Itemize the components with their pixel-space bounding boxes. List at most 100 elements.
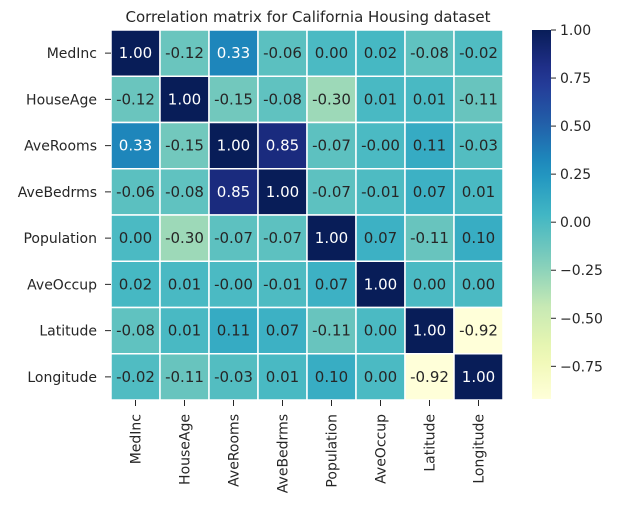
column-label: Longitude (472, 414, 488, 484)
colorbar-ticks: 1.00 0.75 0.50 0.25 0.00 −0.25 −0.50 −0.75 (551, 23, 603, 375)
heatmap-cell (306, 121, 357, 170)
cell-value-label: -0.11 (312, 322, 351, 340)
cell-value-label: -0.12 (165, 44, 204, 62)
colorbar-tick-label: 0.75 (560, 71, 591, 87)
cell-value-label: 0.00 (119, 229, 152, 247)
heatmap-cell (355, 75, 406, 124)
heatmap-cell (306, 260, 357, 309)
cell-value-label: 0.11 (217, 322, 250, 340)
row-label: Population (23, 231, 97, 247)
column-label: MedInc (129, 414, 145, 464)
colorbar-tick-label: 0.25 (560, 167, 591, 183)
heatmap-cell (355, 306, 406, 355)
cell-value-label: -0.08 (410, 44, 449, 62)
heatmap-cell (159, 260, 210, 309)
cell-value-label: -0.06 (263, 44, 302, 62)
cell-value-label: -0.06 (116, 183, 155, 201)
heatmap-cell (453, 353, 504, 401)
cell-value-label: 1.00 (168, 90, 201, 108)
cell-value-label: -0.30 (165, 229, 204, 247)
heatmap-cell (453, 121, 504, 170)
cell-value-label: 0.85 (266, 137, 299, 155)
row-label: MedInc (47, 46, 97, 62)
cell-value-label: -0.01 (263, 275, 302, 293)
cell-value-label: 1.00 (315, 229, 348, 247)
heatmap-cell (355, 121, 406, 170)
cell-value-label: -0.08 (165, 183, 204, 201)
heatmap-cell (208, 168, 259, 216)
column-label: AveOccup (374, 414, 390, 484)
column-label: Population (325, 414, 341, 488)
heatmap-cell (453, 306, 504, 355)
cell-value-label: 0.00 (315, 44, 348, 62)
cell-value-label: 1.00 (413, 322, 446, 340)
heatmap-cell (306, 306, 357, 355)
cell-value-label: -0.02 (116, 368, 155, 386)
cell-value-label: -0.00 (214, 275, 253, 293)
cell-value-label: -0.02 (459, 44, 498, 62)
column-label: AveBedrms (276, 414, 292, 493)
cell-value-label: -0.08 (263, 90, 302, 108)
colorbar-tick-label: −0.75 (560, 359, 603, 375)
heatmap-cell (355, 29, 406, 77)
colorbar-tick-label: 1.00 (560, 23, 591, 39)
cell-value-label: 0.01 (364, 90, 397, 108)
cell-value-label: 0.01 (168, 275, 201, 293)
colorbar (532, 30, 551, 399)
row-label: Latitude (39, 324, 97, 340)
cell-value-label: -0.08 (116, 322, 155, 340)
row-label: HouseAge (26, 92, 97, 108)
colorbar-tick-label: −0.25 (560, 263, 603, 279)
heatmap-cell (110, 306, 161, 355)
cell-value-label: 0.01 (462, 183, 495, 201)
cell-value-label: 0.10 (315, 368, 348, 386)
heatmap-cell (453, 260, 504, 309)
heatmap-cell (208, 121, 259, 170)
cell-value-label: 0.01 (413, 90, 446, 108)
cell-value-label: -0.92 (459, 322, 498, 340)
cell-value-label: -0.11 (459, 90, 498, 108)
heatmap-cell (306, 168, 357, 216)
heatmap-cells: 1.00 -0.12 0.33 -0.06 0.00 0.02 -0.08 -0.02 -0.1… (110, 29, 504, 401)
cell-value-label: -0.92 (410, 368, 449, 386)
cell-value-label: 0.33 (217, 44, 250, 62)
cell-value-label: 0.02 (119, 275, 152, 293)
column-label: HouseAge (178, 414, 194, 485)
row-label: AveRooms (24, 139, 97, 155)
cell-value-label: 1.00 (462, 368, 495, 386)
cell-value-label: -0.03 (214, 368, 253, 386)
heatmap-cell (404, 306, 455, 355)
cell-value-label: -0.07 (312, 137, 351, 155)
cell-value-label: -0.30 (312, 90, 351, 108)
heatmap-cell (306, 353, 357, 401)
cell-value-label: 0.07 (266, 322, 299, 340)
heatmap-cell (355, 260, 406, 309)
cell-value-label: 1.00 (364, 275, 397, 293)
cell-value-label: -0.11 (165, 368, 204, 386)
chart-title: Correlation matrix for California Housin… (126, 8, 491, 26)
row-label: AveBedrms (18, 185, 97, 201)
cell-value-label: 1.00 (119, 44, 152, 62)
cell-value-label: 0.00 (364, 368, 397, 386)
colorbar-tick-label: 0.50 (560, 119, 591, 135)
cell-value-label: -0.01 (361, 183, 400, 201)
cell-value-label: -0.15 (214, 90, 253, 108)
heatmap-cell (208, 306, 259, 355)
cell-value-label: -0.00 (361, 137, 400, 155)
cell-value-label: 0.11 (413, 137, 446, 155)
column-label: Latitude (423, 414, 439, 472)
cell-value-label: 0.01 (168, 322, 201, 340)
cell-value-label: -0.03 (459, 137, 498, 155)
row-label: Longitude (27, 370, 97, 386)
cell-value-label: -0.07 (214, 229, 253, 247)
heatmap-cell (306, 214, 357, 262)
cell-value-label: 0.00 (413, 275, 446, 293)
cell-value-label: -0.15 (165, 137, 204, 155)
heatmap-cell (257, 121, 308, 170)
cell-value-label: 0.33 (119, 137, 152, 155)
cell-value-label: -0.07 (263, 229, 302, 247)
cell-value-label: -0.12 (116, 90, 155, 108)
column-label: AveRooms (227, 414, 243, 487)
heatmap-cell (159, 75, 210, 124)
